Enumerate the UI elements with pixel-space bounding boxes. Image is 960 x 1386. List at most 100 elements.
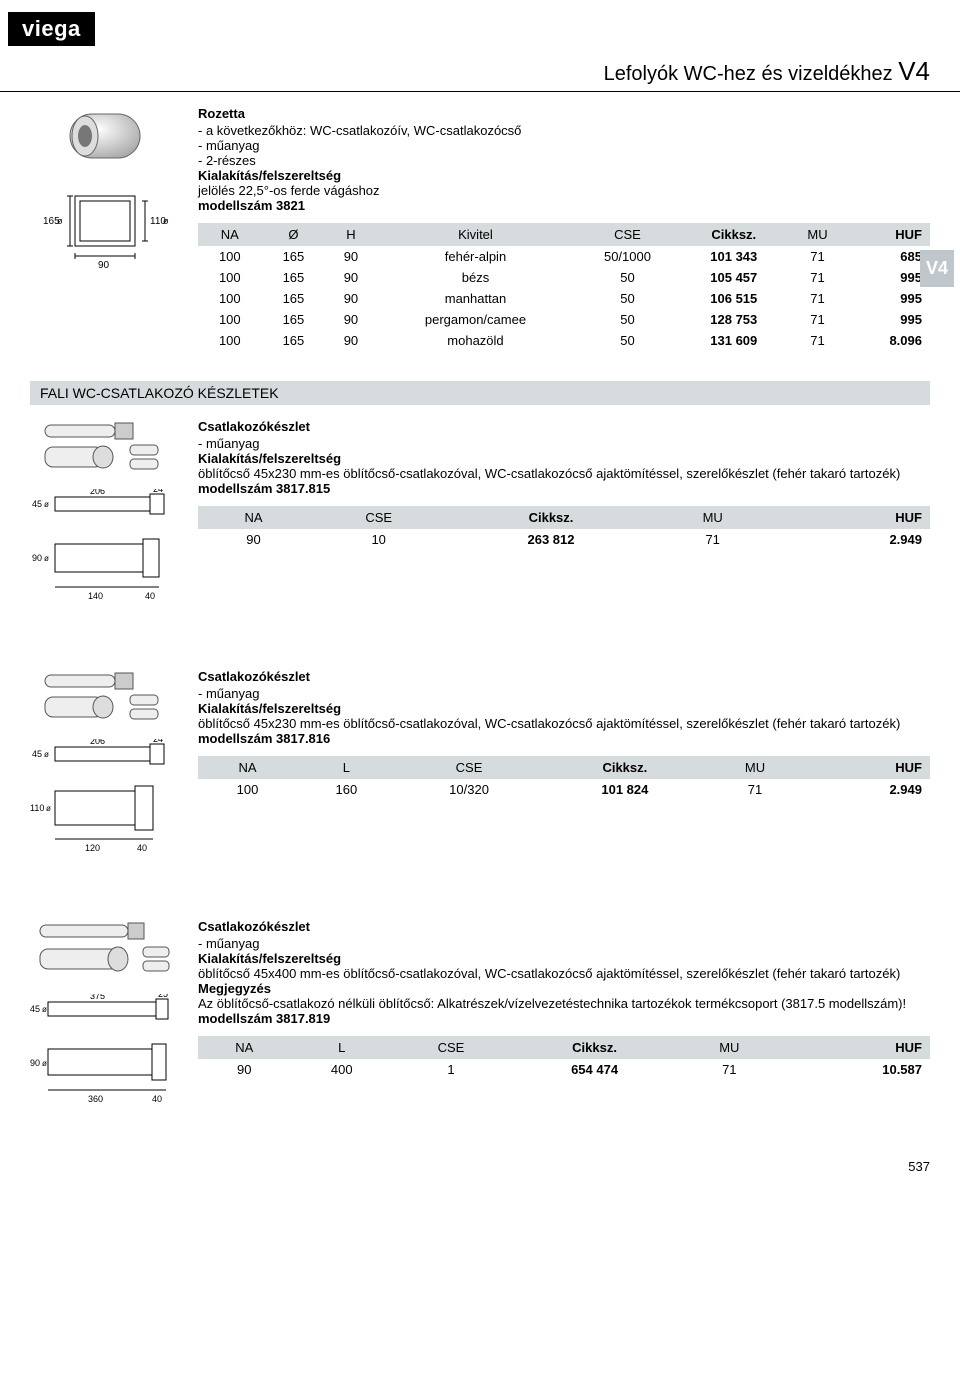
product-table: NAØHKivitelCSECikksz.MUHUF10016590fehér-…: [198, 223, 930, 351]
product-title: Rozetta: [198, 106, 930, 121]
table-cell: 90: [325, 288, 376, 309]
table-header: CSE: [396, 756, 542, 779]
page-title: Lefolyók WC-hez és vizeldékhez V4: [0, 56, 960, 92]
svg-text:ø: ø: [42, 1059, 47, 1068]
product-table: NACSECikksz.MUHUF9010263 812712.949: [198, 506, 930, 550]
page-title-code: V4: [898, 56, 930, 86]
dim-label: 110: [30, 803, 44, 813]
table-cell: manhattan: [377, 288, 575, 309]
product-block: 165 ø 110 ø 90 Rozetta - a következőkhöz…: [30, 106, 930, 351]
table-header: HUF: [803, 756, 930, 779]
product-note-text: Az öblítőcső-csatlakozó nélküli öblítőcs…: [198, 996, 930, 1011]
dim-label: 120: [85, 843, 100, 853]
table-header: CSE: [309, 506, 448, 529]
product-model: modellszám 3817.819: [198, 1011, 930, 1026]
table-cell: 995: [848, 267, 930, 288]
table-cell: 50: [574, 267, 680, 288]
product-spec: - 2-részes: [198, 153, 930, 168]
table-header: Kivitel: [377, 223, 575, 246]
svg-text:ø: ø: [46, 804, 51, 813]
table-cell: 400: [291, 1059, 393, 1080]
table-cell: 160: [297, 779, 396, 800]
table-header: Cikksz.: [681, 223, 787, 246]
table-header: CSE: [574, 223, 680, 246]
table-cell: 165: [262, 309, 326, 330]
table-cell: 100: [198, 309, 262, 330]
product-block: 375 25 45ø 90ø 360 40 Csatlakozókészlet …: [30, 919, 930, 1114]
table-header: MU: [708, 756, 803, 779]
table-header: Cikksz.: [542, 756, 707, 779]
product-title: Csatlakozókészlet: [198, 669, 930, 684]
dim-label: 360: [88, 1094, 103, 1104]
product-subtext: öblítőcső 45x400 mm-es öblítőcső-csatlak…: [198, 966, 930, 981]
table-row: 9010263 812712.949: [198, 529, 930, 550]
table-header: NA: [198, 223, 262, 246]
product-spec: - műanyag: [198, 436, 930, 451]
table-cell: 106 515: [681, 288, 787, 309]
dim-label: 45: [32, 749, 42, 759]
table-cell: 100: [198, 779, 297, 800]
table-cell: 165: [262, 246, 326, 267]
product-thumbnails: 375 25 45ø 90ø 360 40: [30, 919, 180, 1114]
product-diagram-icon: 206 24 45ø 90ø 140 40: [30, 489, 180, 609]
product-content: Csatlakozókészlet - műanyag Kialakítás/f…: [198, 669, 930, 859]
table-header: MU: [654, 506, 772, 529]
table-cell: 10.587: [779, 1059, 931, 1080]
table-cell: 90: [325, 309, 376, 330]
product-model: modellszám 3817.816: [198, 731, 930, 746]
table-cell: 1: [393, 1059, 509, 1080]
table-row: 10016590fehér-alpin50/1000101 34371685: [198, 246, 930, 267]
table-cell: bézs: [377, 267, 575, 288]
table-cell: 165: [262, 330, 326, 351]
table-cell: 50/1000: [574, 246, 680, 267]
product-diagram-icon: 165 ø 110 ø 90: [35, 176, 175, 276]
product-illustration-icon: [60, 106, 150, 166]
table-header: L: [291, 1036, 393, 1059]
svg-text:ø: ø: [44, 500, 49, 509]
page-number: 537: [908, 1159, 930, 1174]
table-header: Ø: [262, 223, 326, 246]
table-cell: 100: [198, 246, 262, 267]
product-illustration-icon: [40, 419, 170, 479]
table-cell: 995: [848, 309, 930, 330]
section-heading: FALI WC-CSATLAKOZÓ KÉSZLETEK: [30, 381, 930, 405]
table-cell: 71: [787, 267, 848, 288]
product-title: Csatlakozókészlet: [198, 919, 930, 934]
product-illustration-icon: [35, 919, 175, 984]
dim-label: 375: [90, 994, 105, 1001]
table-cell: 100: [198, 288, 262, 309]
table-cell: 50: [574, 309, 680, 330]
table-cell: 654 474: [509, 1059, 680, 1080]
svg-text:ø: ø: [44, 750, 49, 759]
product-block: 206 24 45ø 90ø 140 40 Csatlakozókészlet …: [30, 419, 930, 609]
table-header: HUF: [848, 223, 930, 246]
product-spec: - műanyag: [198, 936, 930, 951]
table-cell: fehér-alpin: [377, 246, 575, 267]
table-cell: 50: [574, 330, 680, 351]
table-cell: 10/320: [396, 779, 542, 800]
table-cell: 10: [309, 529, 448, 550]
table-cell: 71: [787, 288, 848, 309]
table-row: 904001654 4747110.587: [198, 1059, 930, 1080]
product-subheading: Kialakítás/felszereltség: [198, 701, 930, 716]
product-title: Csatlakozókészlet: [198, 419, 930, 434]
dim-label: 40: [145, 591, 155, 601]
side-tab: V4: [920, 250, 954, 287]
product-content: Csatlakozókészlet - műanyag Kialakítás/f…: [198, 419, 930, 609]
svg-text:ø: ø: [42, 1005, 47, 1014]
svg-text:ø: ø: [44, 554, 49, 563]
table-header: HUF: [772, 506, 930, 529]
table-header: NA: [198, 1036, 291, 1059]
table-cell: 71: [787, 246, 848, 267]
product-subheading: Kialakítás/felszereltség: [198, 951, 930, 966]
table-header: MU: [787, 223, 848, 246]
table-cell: 90: [325, 246, 376, 267]
table-cell: 2.949: [772, 529, 930, 550]
table-cell: 128 753: [681, 309, 787, 330]
table-header: Cikksz.: [509, 1036, 680, 1059]
table-row: 10016590manhattan50106 51571995: [198, 288, 930, 309]
product-block: 206 24 45ø 110ø 120 40 Csatlakozókészlet…: [30, 669, 930, 859]
table-cell: 71: [708, 779, 803, 800]
product-model: modellszám 3817.815: [198, 481, 930, 496]
table-cell: 90: [198, 529, 309, 550]
